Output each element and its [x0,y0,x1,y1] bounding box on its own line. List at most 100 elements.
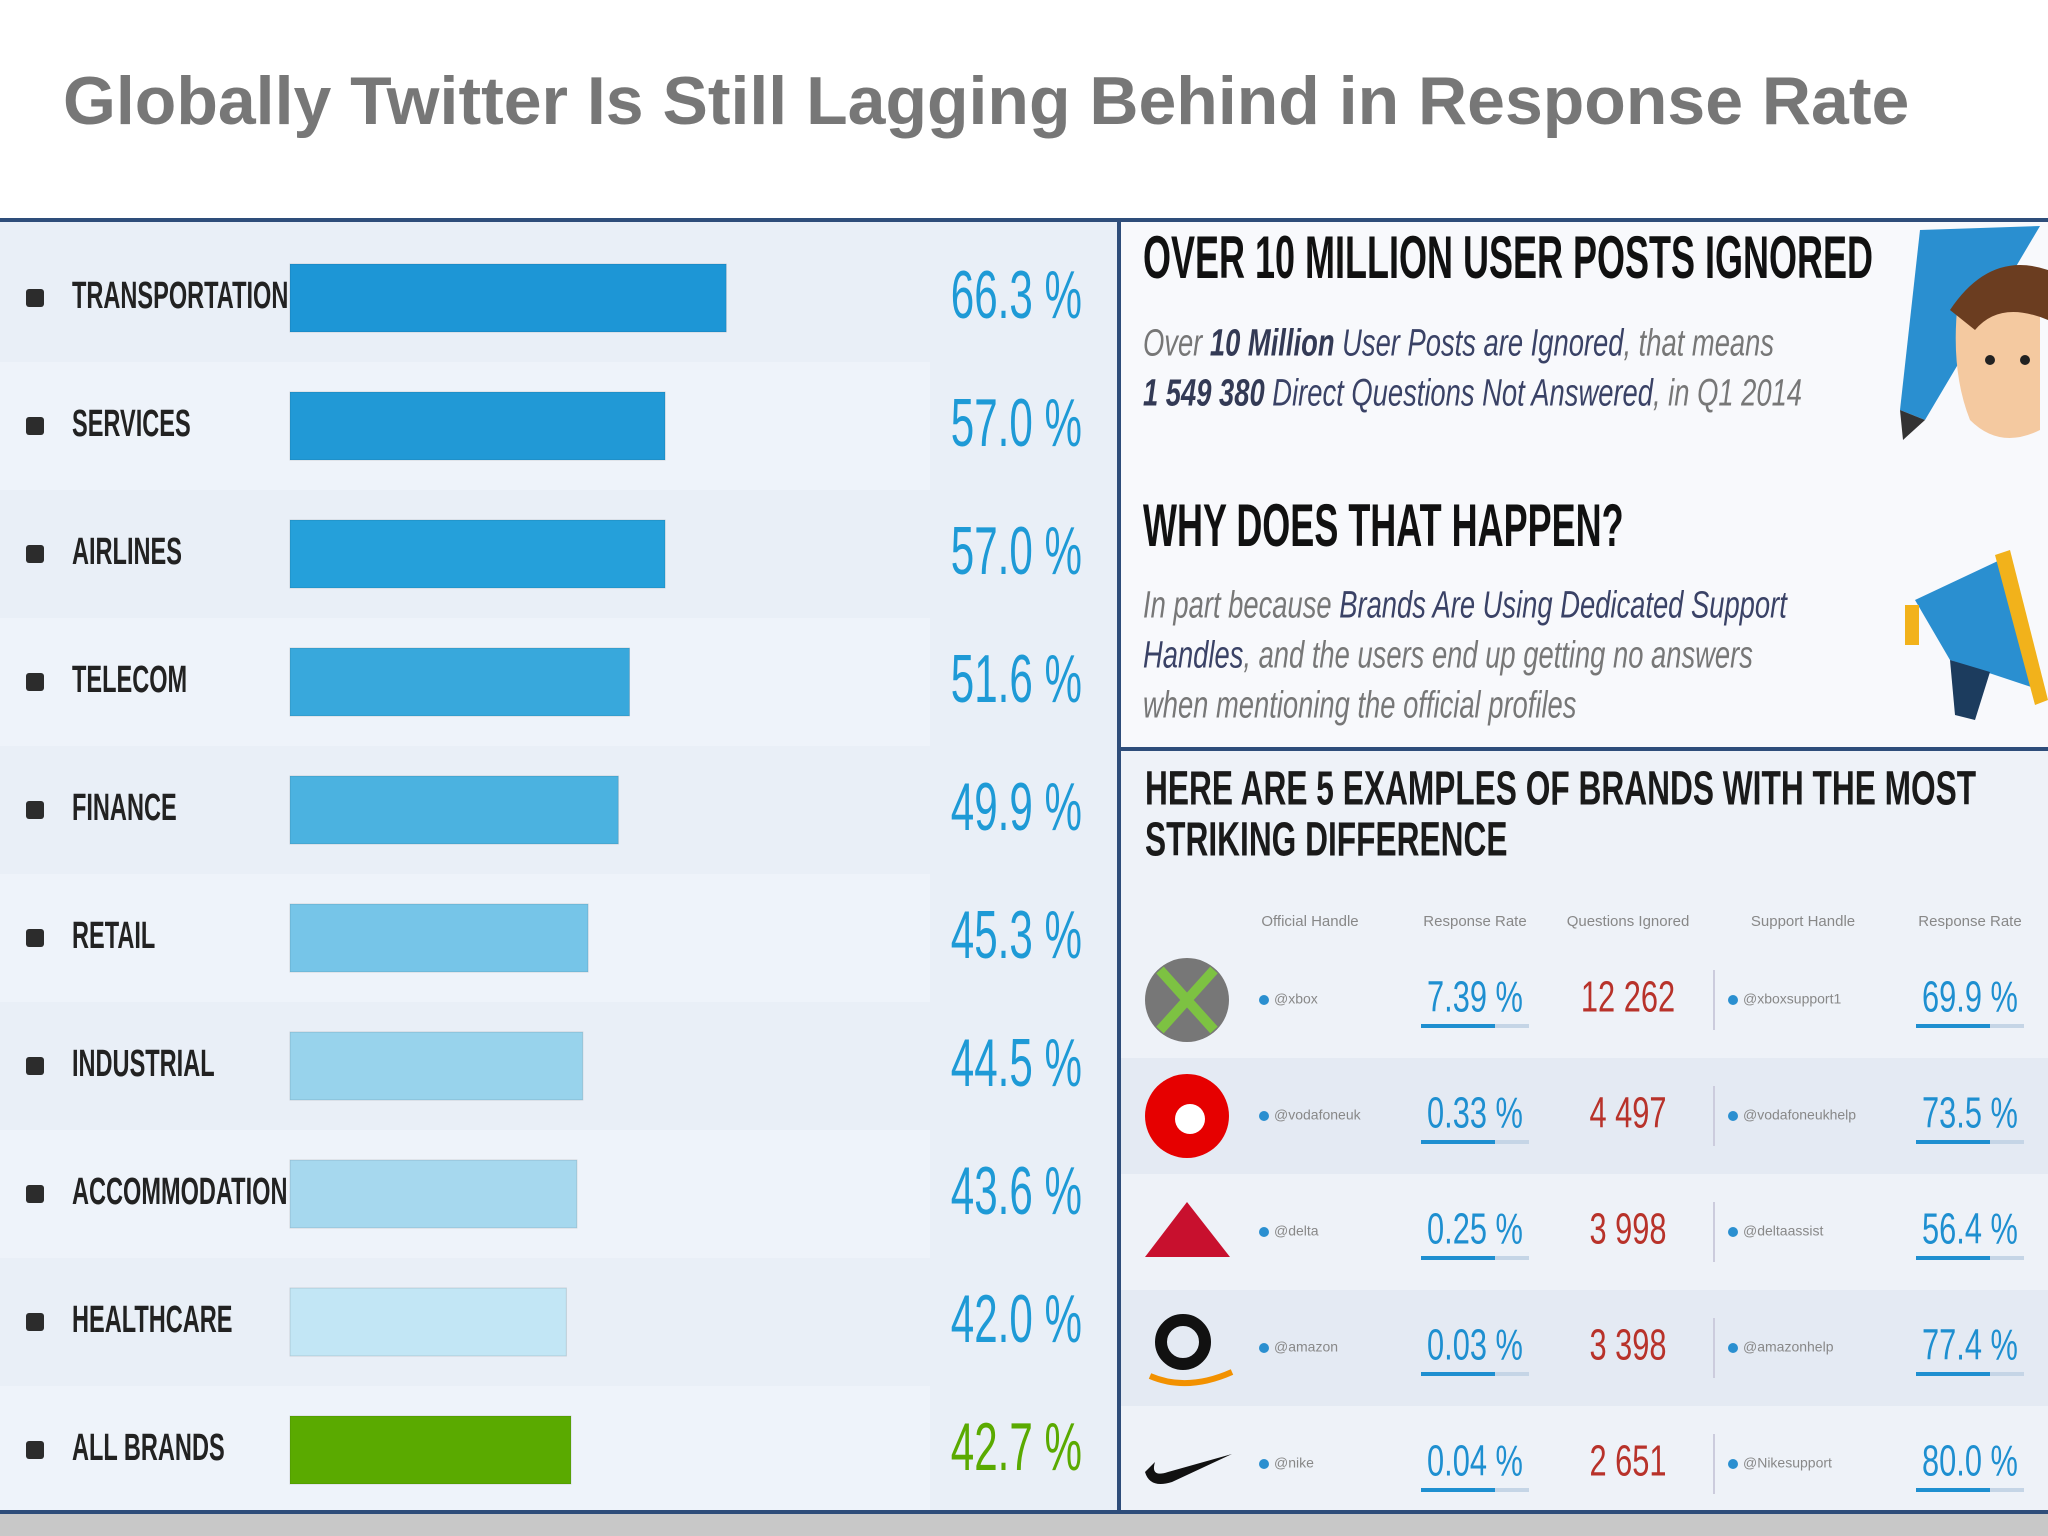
category-icon [26,1057,44,1075]
text-segment: Handles [1143,634,1243,676]
paragraph-line: Over 10 Million User Posts are Ignored, … [1143,322,1774,364]
logo [1156,966,1218,1034]
bird-icon [1728,1343,1738,1353]
row-stripe [1121,1058,2048,1174]
questions-ignored: 12 262 [1581,973,1675,1022]
questions-ignored: 3 398 [1589,1321,1666,1370]
column-header: Official Handle [1261,913,1358,930]
bird-icon [1259,1227,1269,1237]
category-label: ACCOMMODATION [72,1169,287,1212]
response-rate: 0.03 % [1427,1321,1523,1370]
value-label: 51.6 % [951,641,1082,717]
bird-icon [1259,1343,1269,1353]
panel-heading: OVER 10 MILLION USER POSTS IGNORED [1143,224,1873,291]
text-segment: Brands Are Using Dedicated Support [1339,584,1788,626]
text-segment: In part because [1143,584,1339,626]
column-header: Support Handle [1751,913,1855,930]
paragraph-line: Handles, and the users end up getting no… [1143,634,1753,676]
bird-icon [1259,1459,1269,1469]
value-label: 66.3 % [951,257,1082,333]
value-label: 42.0 % [951,1281,1082,1357]
bar [289,1031,584,1101]
bar [289,1415,572,1485]
handle: @deltaassist [1743,1223,1823,1239]
response-rate: 0.25 % [1427,1205,1523,1254]
category-label: INDUSTRIAL [72,1041,215,1084]
bar [289,903,589,973]
category-label: SERVICES [72,401,191,444]
response-rate: 77.4 % [1922,1321,2018,1370]
response-rate: 0.04 % [1427,1437,1523,1486]
bird-icon [1259,1111,1269,1121]
bar [289,519,666,589]
value-label: 42.7 % [951,1409,1082,1485]
handle: @vodafoneuk [1274,1107,1362,1123]
value-label: 49.9 % [951,769,1082,845]
panel-heading: STRIKING DIFFERENCE [1145,812,1507,866]
handle: @vodafoneukhelp [1743,1107,1856,1123]
info-panel [1120,220,2048,748]
illustration-face [1900,226,2048,440]
response-rate: 7.39 % [1427,973,1523,1022]
questions-ignored: 3 998 [1589,1205,1666,1254]
bird-icon [1728,995,1738,1005]
handle: @amazonhelp [1743,1339,1834,1355]
handle: @Nikesupport [1743,1455,1832,1471]
response-rate: 56.4 % [1922,1205,2018,1254]
panel-heading: HERE ARE 5 EXAMPLES OF BRANDS WITH THE M… [1145,761,1976,815]
slide-title: Globally Twitter Is Still Lagging Behind… [63,63,1909,139]
category-icon [26,1185,44,1203]
text-segment: when mentioning the official profiles [1143,684,1576,726]
bar [289,391,666,461]
category-label: ALL BRANDS [72,1425,225,1468]
bar [289,647,631,717]
text-segment: 10 Million [1210,322,1335,364]
category-icon [26,289,44,307]
handle: @xbox [1274,991,1318,1007]
column-header: Response Rate [1423,913,1526,930]
logo [1145,1454,1232,1485]
paragraph-line: In part because Brands Are Using Dedicat… [1143,584,1788,626]
value-label: 57.0 % [951,385,1082,461]
response-rate: 80.0 % [1922,1437,2018,1486]
bar [289,775,619,845]
paragraph-line: 1 549 380 Direct Questions Not Answered,… [1143,372,1802,414]
bird-icon [1728,1459,1738,1469]
illustration-megaphone [1905,550,2048,720]
handle: @amazon [1274,1339,1338,1355]
response-rate: 69.9 % [1922,973,2018,1022]
category-icon [26,801,44,819]
bird-icon [1259,995,1269,1005]
paragraph-line: when mentioning the official profiles [1143,684,1576,726]
bar [289,1159,578,1229]
value-label: 44.5 % [951,1025,1082,1101]
row-stripe [1121,1290,2048,1406]
logo [1148,1369,1234,1387]
category-label: AIRLINES [72,529,182,572]
category-label: TELECOM [72,657,187,700]
category-icon [26,417,44,435]
value-label: 45.3 % [951,897,1082,973]
bird-icon [1728,1111,1738,1121]
handle: @nike [1274,1455,1314,1471]
bar [289,1287,567,1357]
category-icon [26,673,44,691]
category-icon [26,1441,44,1459]
response-rate: 0.33 % [1427,1089,1523,1138]
bird-icon [1728,1227,1738,1237]
bar [289,263,727,333]
column-header: Questions Ignored [1567,913,1690,930]
questions-ignored: 2 651 [1589,1437,1666,1486]
category-icon [26,545,44,563]
text-segment: , that means [1623,322,1774,364]
logo [1175,1104,1205,1134]
category-label: FINANCE [72,785,177,828]
category-label: TRANSPORTATION [72,273,288,316]
column-header: Response Rate [1918,913,2021,930]
category-icon [26,929,44,947]
text-segment: Direct Questions Not Answered [1265,372,1655,414]
text-segment: 1 549 380 [1143,372,1265,414]
handle: @xboxsupport1 [1743,991,1841,1007]
